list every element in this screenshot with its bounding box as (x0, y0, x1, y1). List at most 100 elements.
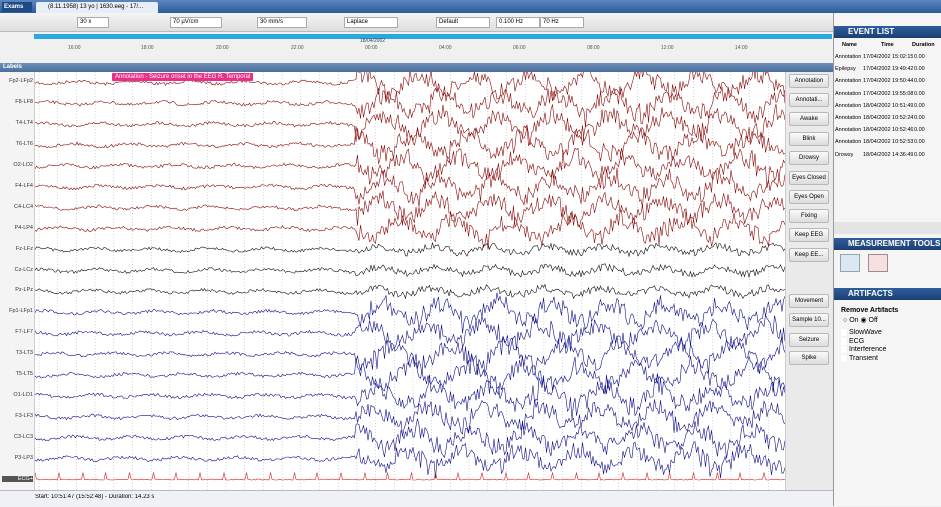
channel-column (0, 72, 35, 490)
channel-label: P4-LP4 (14, 224, 33, 231)
event-cell[interactable]: 18/04/2002 14:36:49 (863, 151, 914, 158)
timeline-time: 12:00 (661, 45, 674, 51)
event-button[interactable]: Fixing (789, 209, 829, 223)
timeline-time: 18:00 (141, 45, 154, 51)
event-button[interactable]: Spike (789, 351, 829, 365)
event-list-title[interactable]: EVENT LIST (834, 26, 941, 38)
channel-label: P3-LP3 (14, 454, 33, 461)
eeg-trace (35, 441, 785, 479)
event-button[interactable]: Blink (789, 132, 829, 146)
event-cell[interactable]: Annotation (835, 78, 862, 85)
event-cell[interactable]: 17/04/2002 19:55:08 (863, 90, 914, 97)
eeg-trace (35, 72, 785, 104)
channel-label: F8-LF8 (15, 99, 33, 106)
event-cell[interactable]: Annotation (835, 54, 862, 60)
event-cell[interactable]: 0.00 (914, 139, 925, 146)
event-cell[interactable]: 0.00 (914, 78, 925, 85)
toolbar-field[interactable]: 70 µV/cm (170, 17, 222, 28)
event-cell[interactable]: 0.00 (914, 66, 925, 73)
annotation-tag[interactable]: Annotation - Seizure onset in the EEG R.… (112, 73, 254, 81)
toolbar-field[interactable]: Laplace (344, 17, 398, 28)
eeg-trace (35, 353, 785, 396)
event-cell[interactable]: 18/04/2002 10:51:49 (863, 102, 914, 109)
timeline-time: 00:00 (365, 45, 378, 51)
channel-label: T4-LT4 (15, 120, 33, 127)
event-cell[interactable]: Annotation (835, 102, 862, 109)
channel-label: Fz-LFz (15, 245, 33, 252)
eeg-trace (35, 373, 785, 420)
eeg-trace (35, 85, 785, 128)
wave-icon[interactable] (868, 254, 888, 272)
channel-label: ECG+ (2, 475, 33, 482)
eeg-traces (35, 72, 785, 490)
channel-label: T6-LT6 (15, 141, 33, 148)
toolbar-field[interactable]: 30 x (77, 17, 109, 28)
event-button[interactable]: Annotation (789, 74, 829, 88)
event-cell[interactable]: 17/04/2002 15:02:15 (863, 54, 914, 60)
channel-label: F3-LF3 (15, 412, 33, 419)
toolbar-field[interactable]: 30 mm/s (257, 17, 307, 28)
artifact-option[interactable]: SlowWave (841, 329, 882, 336)
event-cell[interactable]: 17/04/2002 19:50:44 (863, 78, 914, 85)
artifacts-title[interactable]: ARTIFACTS (834, 288, 941, 300)
event-cell[interactable]: Annotation (835, 127, 862, 134)
channel-label: Pz-LPz (15, 287, 33, 294)
event-button[interactable]: Seizure (789, 333, 829, 347)
event-cell[interactable]: Annotation (835, 90, 862, 97)
eeg-trace (35, 147, 785, 189)
timeline-strip (34, 34, 832, 39)
eeg-trace (35, 263, 785, 279)
status-bar (0, 490, 833, 507)
artifact-option[interactable]: ECG (841, 337, 865, 345)
event-cell[interactable]: 0.00 (914, 151, 925, 158)
event-button[interactable]: Awake (789, 112, 829, 126)
channel-label: Fp1-LFp1 (9, 308, 33, 315)
trace-background (35, 72, 785, 490)
eeg-trace (35, 241, 785, 258)
timeline-time: 04:00 (439, 45, 452, 51)
artifact-option[interactable]: Transient (841, 354, 878, 362)
event-button[interactable]: Eyes Closed (789, 171, 829, 185)
artifact-option[interactable]: Interference (841, 346, 887, 353)
fft-icon[interactable] (840, 254, 860, 272)
radio-on[interactable]: ○ On ◉ Off (843, 317, 878, 324)
event-cell[interactable]: 0.00 (914, 102, 925, 109)
event-cell[interactable]: 18/04/2002 10:52:46 (863, 127, 914, 134)
eeg-trace (35, 190, 785, 230)
event-cell[interactable]: 18/04/2002 10:52:24 (863, 115, 914, 121)
event-button[interactable]: Sample 10... (789, 313, 829, 327)
event-button[interactable]: Drowsy (789, 151, 829, 165)
event-cell[interactable]: 0.00 (914, 115, 925, 121)
eeg-trace (35, 209, 785, 250)
eeg-trace (35, 399, 785, 437)
measurement-title[interactable]: MEASUREMENT TOOLS (834, 238, 941, 250)
app-tab[interactable]: Exams (2, 2, 32, 12)
event-cell[interactable]: 18/04/2002 10:52:53 (863, 139, 914, 146)
toolbar-field[interactable]: 0.100 Hz (496, 17, 540, 28)
event-button[interactable]: Movement (789, 294, 829, 308)
event-button[interactable]: Keep EEG (789, 228, 829, 242)
timeline-time: 14:00 (735, 45, 748, 51)
remove-artifacts: Remove Artifacts (841, 307, 899, 314)
channel-label: O2-LO2 (13, 162, 33, 169)
channel-label: Cz-LCz (14, 266, 33, 273)
event-cell[interactable]: Annotation (835, 139, 862, 146)
toolbar-field[interactable]: Default (436, 17, 490, 28)
eeg-trace (35, 104, 785, 146)
event-cell[interactable]: 0.00 (914, 54, 925, 60)
title-bar (0, 0, 941, 13)
event-cell[interactable]: Drowsy (835, 151, 854, 158)
column-header: Name (842, 42, 857, 48)
event-cell[interactable]: 0.00 (914, 90, 925, 97)
event-button[interactable]: Eyes Open (789, 190, 829, 204)
toolbar-field[interactable]: 70 Hz (540, 17, 584, 28)
event-cell[interactable]: Annotation (835, 115, 862, 121)
document-tab[interactable]: (8.11.1958) 13 yo | 1630.eeg - 17/... (36, 2, 158, 13)
eeg-trace (35, 125, 785, 164)
event-cell[interactable]: Epilepsy (835, 66, 856, 73)
event-cell[interactable]: 0.00 (914, 127, 925, 134)
event-button[interactable]: Annotati... (789, 93, 829, 107)
event-cell[interactable]: 17/04/2002 19:49:42 (863, 66, 914, 73)
event-button[interactable]: Keep EE... (789, 248, 829, 262)
